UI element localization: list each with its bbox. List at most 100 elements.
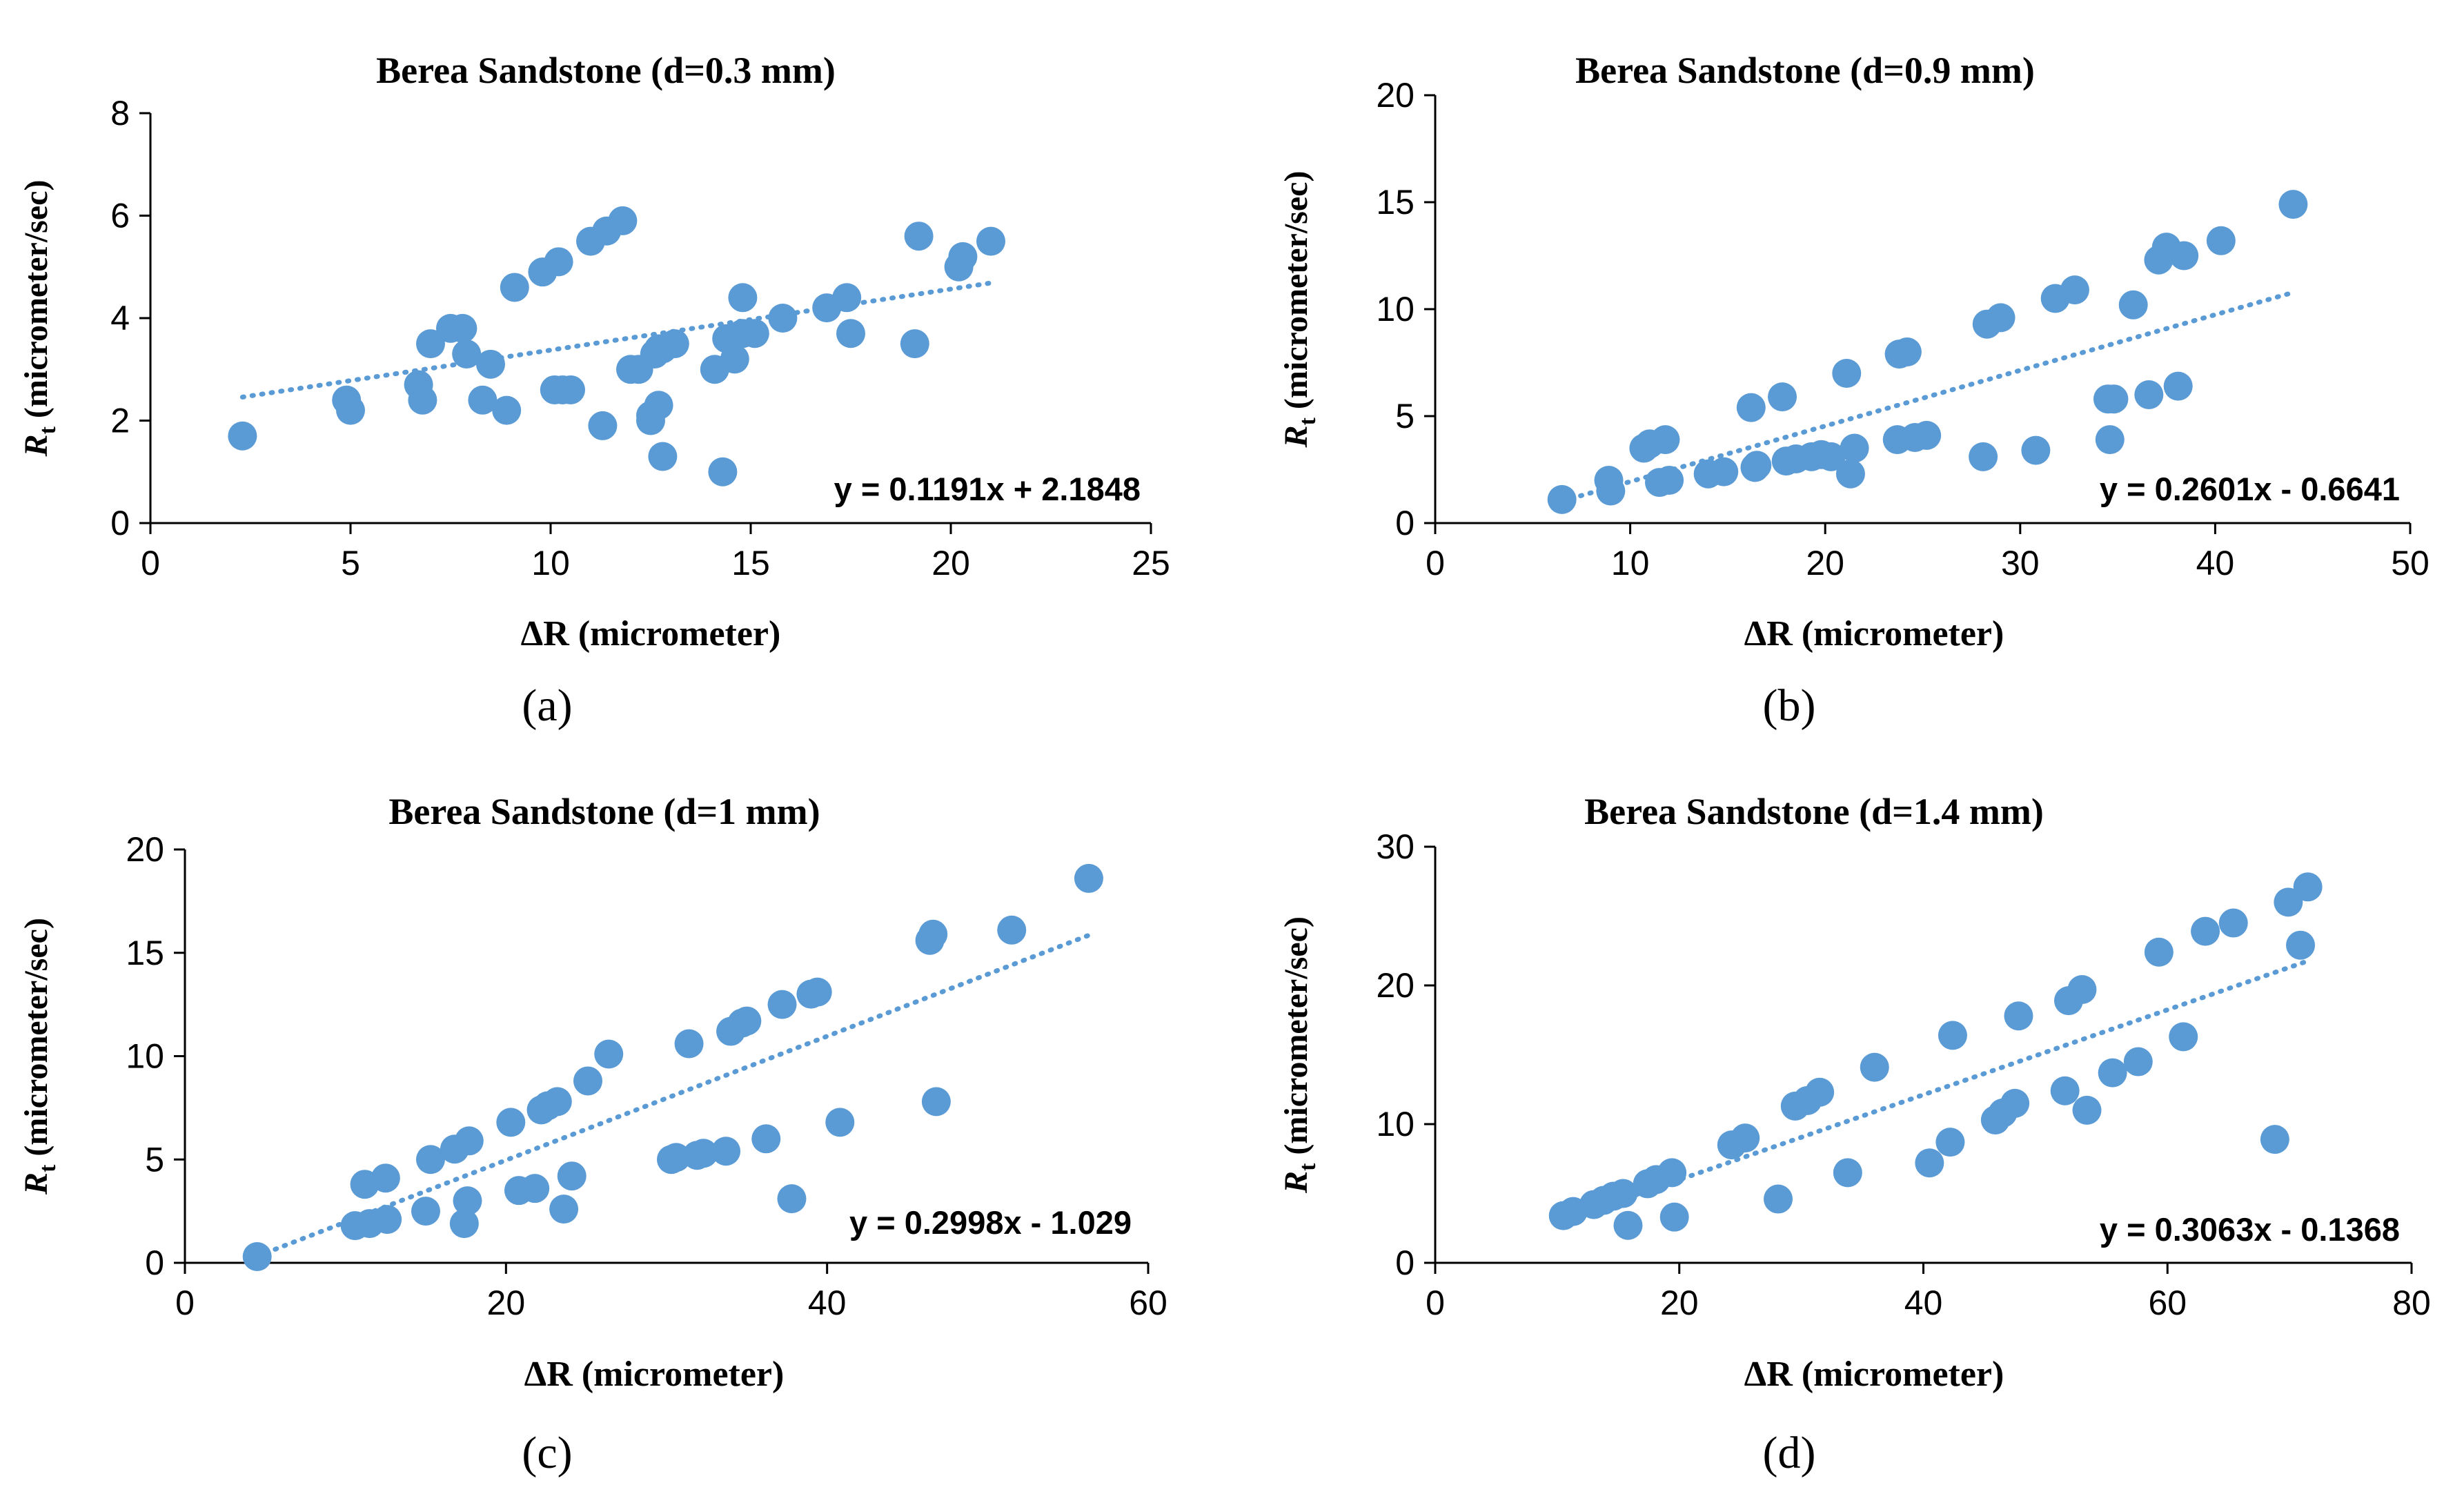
data-point [2095,425,2125,455]
data-point [2134,380,2164,409]
panel-label-c: (c) [522,1428,573,1478]
data-point [1860,1052,1889,1082]
x-tick-label: 80 [2392,1284,2431,1322]
y-tick-label: 30 [1376,827,1415,866]
y-tick-label: 6 [110,197,130,235]
data-point [921,1087,951,1117]
data-point [468,385,497,415]
x-tick-label: 0 [175,1284,195,1322]
x-axis-label: ΔR (micrometer) [1744,1355,2004,1394]
data-point [997,915,1027,945]
data-point [2144,937,2174,967]
data-point [802,977,832,1007]
x-tick-label: 20 [1806,544,1844,582]
data-point [1986,303,2015,333]
data-point [452,339,482,368]
data-point [1832,359,1862,388]
chart-title: Berea Sandstone (d=1.4 mm) [1584,791,2044,832]
data-point [1074,863,1103,893]
data-point [415,1145,445,1174]
data-point [2278,190,2308,219]
data-point [728,283,758,313]
y-axis-label: Rt (micrometer/sec) [18,918,61,1195]
x-tick-label: 0 [1426,1284,1445,1322]
x-tick-label: 25 [1132,544,1170,582]
trendline-equation: y = 0.2601x - 0.6641 [2100,471,2400,507]
data-point [1764,1184,1793,1214]
data-point [660,329,689,359]
data-point [573,1066,602,1096]
data-point [542,1087,572,1117]
data-point [416,329,445,359]
data-point [453,1186,482,1216]
y-axis-label-units: (micrometer/sec) [18,180,55,427]
data-point [1596,476,1626,506]
x-tick-label: 5 [341,544,360,582]
data-point [1912,420,1942,450]
y-axis-label-main: R [18,1172,55,1195]
data-point [711,1137,741,1166]
data-point [1833,1158,1862,1188]
data-point [674,1029,704,1059]
y-axis-label: Rt (micrometer/sec) [1278,171,1321,449]
x-axis-label: ΔR (micrometer) [521,614,781,653]
data-point [556,375,585,404]
data-point [1742,451,1772,480]
data-point [2169,241,2199,271]
data-point [918,919,948,949]
x-tick-label: 0 [141,544,160,582]
chart-title: Berea Sandstone (d=0.9 mm) [1575,50,2035,91]
data-point [832,283,862,313]
y-axis-label-main: R [1278,425,1314,448]
data-point [751,1124,781,1154]
data-point [1816,442,1846,471]
chart-b: 0 5 10 15 20 0 10 20 30 40 50 Berea Sandstone (d=0.… [1278,50,2429,653]
y-tick-label: 8 [110,94,130,132]
data-point [544,247,573,277]
trendline [239,280,994,400]
trendline-equation: y = 0.1191x + 2.1848 [834,471,1141,507]
y-tick-label: 10 [1376,290,1415,328]
x-tick-label: 60 [1129,1284,1167,1322]
x-tick-label: 40 [2196,544,2235,582]
data-point [1709,457,1739,486]
y-tick-label: 15 [1376,183,1415,222]
data-point [1657,1158,1687,1188]
panel-label-a: (a) [522,680,573,731]
y-tick-label: 4 [110,299,130,337]
data-point [689,1139,718,1168]
data-point [1608,1179,1638,1208]
data-point [1768,382,1797,412]
trendline [1559,290,2296,504]
x-tick-label: 60 [2148,1284,2187,1322]
data-point [2098,1058,2127,1088]
data-point [2293,872,2323,902]
y-axis-label-subscript: t [35,1164,61,1172]
data-point [557,1161,587,1191]
data-point [2206,226,2236,255]
data-point [720,344,749,374]
data-point [2004,1001,2033,1031]
y-tick-label: 10 [1376,1105,1415,1143]
data-point [336,395,365,425]
y-tick-label: 10 [126,1037,164,1076]
x-tick-label: 10 [531,544,570,582]
data-point [948,242,978,271]
data-point [644,391,673,420]
x-tick-label: 30 [2001,544,2040,582]
data-point [1938,1021,1967,1050]
y-axis-label-units: (micrometer/sec) [1278,171,1314,418]
data-point [767,990,797,1019]
x-axis-label: ΔR (micrometer) [1744,614,2004,653]
data-point [588,411,618,440]
data-point [2218,908,2248,938]
trendline [255,932,1092,1259]
data-point [549,1195,579,1224]
y-tick-label: 20 [1376,966,1415,1005]
x-tick-label: 40 [1904,1284,1943,1322]
data-point [1655,466,1684,495]
data-point [500,273,529,302]
data-point [768,304,798,333]
y-tick-label: 0 [1395,1244,1415,1282]
panel-label-b: (b) [1762,680,1816,731]
